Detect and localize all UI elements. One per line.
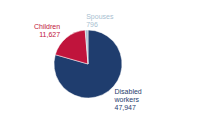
svg-text:Children11,627: Children11,627 [34,23,60,38]
svg-text:Spouses796: Spouses796 [86,13,114,28]
svg-text:Disabledworkers47,947: Disabledworkers47,947 [114,88,142,111]
